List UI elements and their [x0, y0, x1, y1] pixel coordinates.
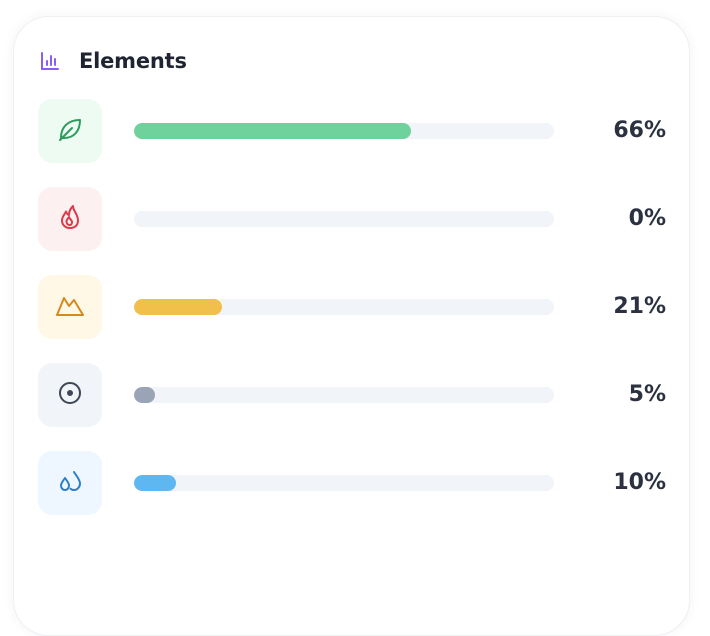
droplets-tile: [38, 451, 102, 515]
percent-value: 10%: [613, 470, 666, 495]
element-row-earth: 21%: [38, 275, 678, 339]
element-row-void: 5%: [38, 363, 678, 427]
progress-track: [134, 387, 554, 403]
progress-track: [134, 299, 554, 315]
leaf-icon: [55, 114, 85, 148]
mountain-icon: [54, 290, 86, 324]
bar-chart-icon: [39, 50, 61, 72]
flame-icon: [55, 202, 85, 236]
progress-track: [134, 211, 554, 227]
leaf-tile: [38, 99, 102, 163]
progress-fill: [134, 475, 176, 491]
element-row-leaf: 66%: [38, 99, 678, 163]
percent-value: 5%: [628, 382, 666, 407]
flame-tile: [38, 187, 102, 251]
mountain-tile: [38, 275, 102, 339]
progress-track: [134, 123, 554, 139]
percent-value: 66%: [613, 118, 666, 143]
progress-fill: [134, 387, 155, 403]
progress-track: [134, 475, 554, 491]
element-row-water: 10%: [38, 451, 678, 515]
card-header: Elements: [39, 47, 187, 75]
circle-dot-icon: [55, 378, 85, 412]
element-row-fire: 0%: [38, 187, 678, 251]
card-title: Elements: [79, 49, 187, 73]
circle-dot-tile: [38, 363, 102, 427]
percent-value: 0%: [628, 206, 666, 231]
droplets-icon: [55, 466, 85, 500]
progress-fill: [134, 299, 223, 315]
percent-value: 21%: [613, 294, 666, 319]
elements-card: Elements 66%: [13, 16, 690, 636]
progress-fill: [134, 123, 412, 139]
